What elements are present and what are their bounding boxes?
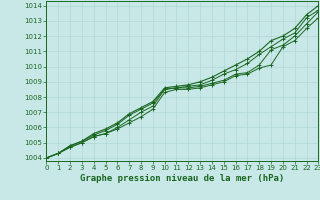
X-axis label: Graphe pression niveau de la mer (hPa): Graphe pression niveau de la mer (hPa): [80, 174, 284, 183]
